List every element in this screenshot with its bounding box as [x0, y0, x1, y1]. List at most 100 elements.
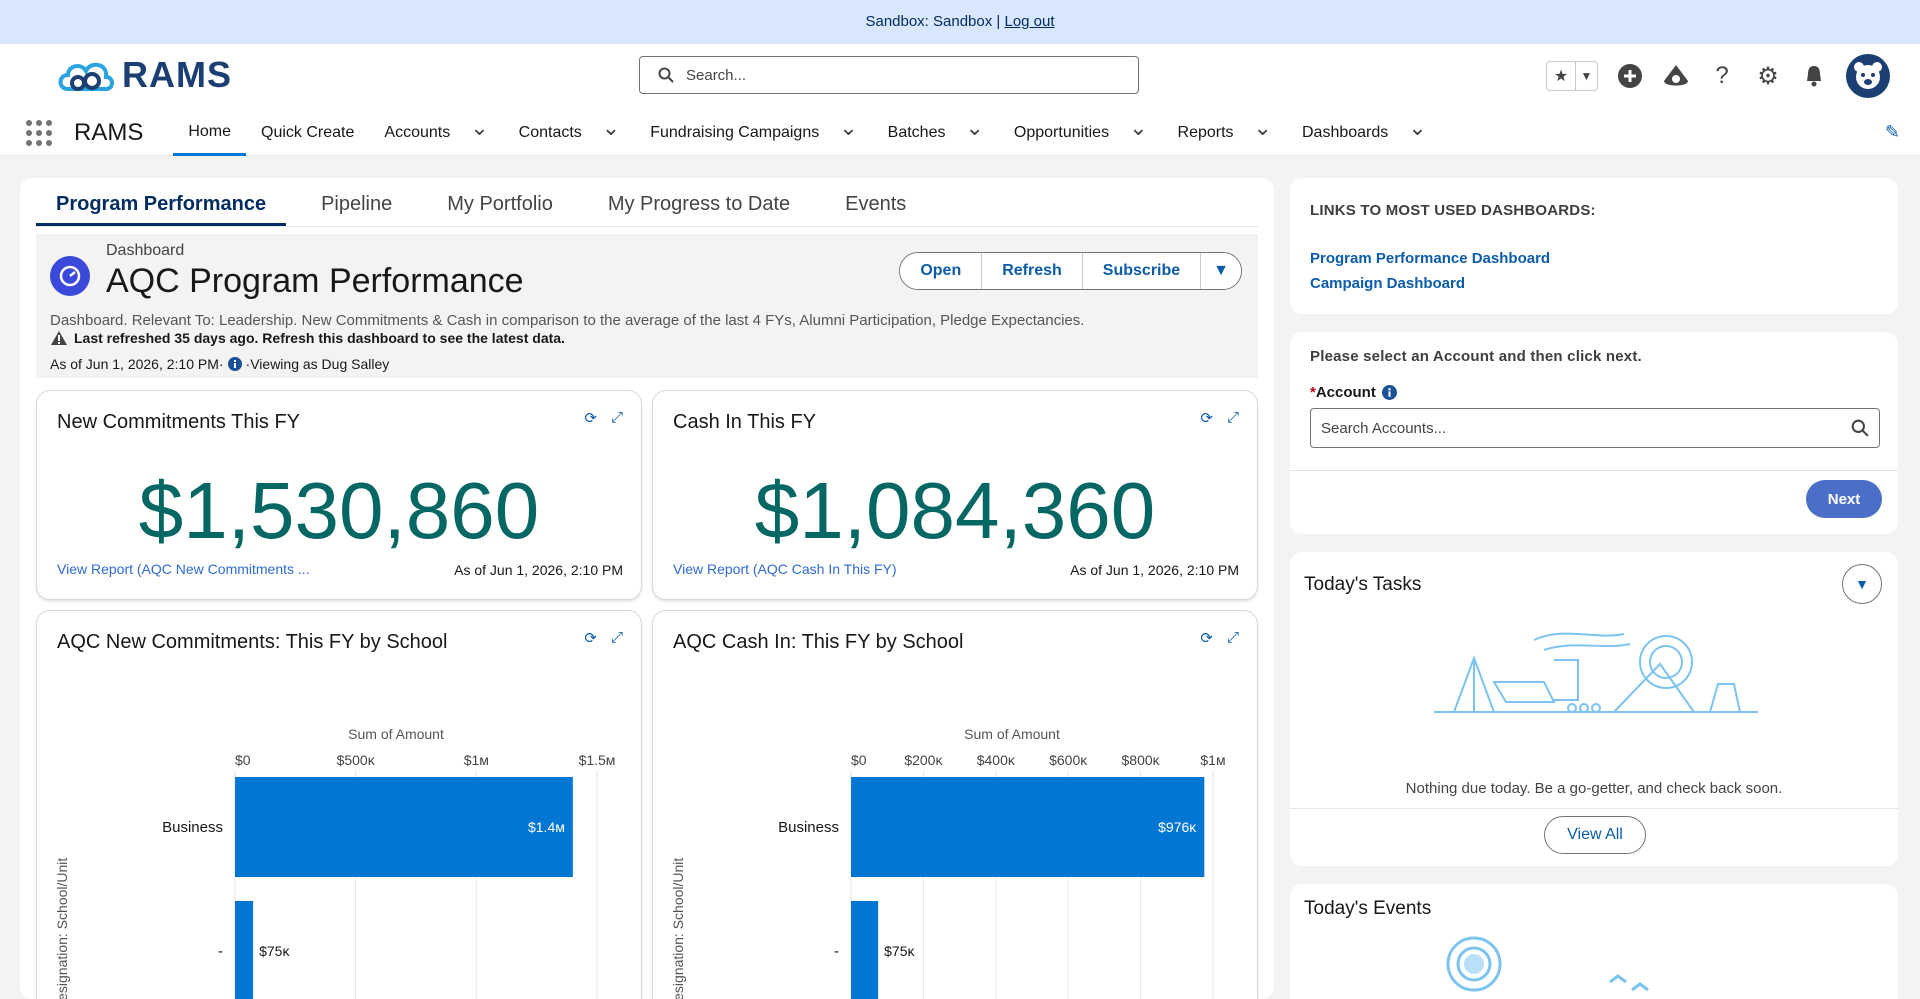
chevron-down-icon[interactable]: ⌄	[1129, 115, 1148, 140]
events-title: Today's Events	[1304, 898, 1432, 919]
avatar[interactable]	[1846, 54, 1890, 98]
bar-value-label: $1.4м	[528, 819, 565, 835]
nav-item-batches[interactable]: Batches ⌄	[873, 110, 999, 156]
nav-item-opportunities[interactable]: Opportunities ⌄	[999, 110, 1163, 156]
chevron-down-icon[interactable]: ⌄	[470, 115, 489, 140]
expand-icon[interactable]: ⤢	[1226, 629, 1239, 646]
tab-events[interactable]: Events	[845, 193, 907, 215]
nav-item-fundraising-campaigns[interactable]: Fundraising Campaigns ⌄	[635, 110, 872, 156]
bar[interactable]	[235, 777, 573, 877]
next-button[interactable]: Next	[1806, 480, 1882, 518]
trailhead-icon[interactable]	[1662, 62, 1690, 90]
as-of-text: As of Jun 1, 2026, 2:10 PM·	[50, 356, 224, 372]
star-icon[interactable]: ★	[1553, 68, 1569, 85]
x-tick-label: $1м	[1200, 752, 1225, 768]
refresh-button[interactable]: Refresh	[982, 253, 1083, 289]
chevron-down-icon[interactable]: ⌄	[1408, 115, 1427, 140]
refresh-icon[interactable]: ⟳	[1200, 410, 1213, 427]
open-button[interactable]: Open	[900, 253, 983, 289]
bar[interactable]	[851, 777, 1205, 877]
view-report-link[interactable]: View Report (AQC New Commitments ...	[57, 561, 310, 577]
account-field-label: *Account	[1310, 384, 1397, 401]
nav-item-label: Batches	[887, 124, 946, 141]
category-label: Business	[162, 819, 223, 836]
app-nav-bar: RAMS Home Quick Create Accounts ⌄ Contacts ⌄ F…	[0, 110, 1920, 156]
todays-tasks-card: Today's Tasks ▼ Nothing due today. Be a …	[1290, 552, 1898, 866]
global-create-icon[interactable]	[1616, 62, 1644, 90]
chart-title: AQC Cash In: This FY by School	[673, 631, 964, 653]
search-icon	[1851, 419, 1869, 437]
more-actions-button[interactable]: ▼	[1201, 253, 1241, 289]
refresh-icon[interactable]: ⟳	[584, 410, 597, 427]
category-label: -	[218, 943, 223, 960]
nav-item-accounts[interactable]: Accounts ⌄	[369, 110, 503, 156]
global-search-input[interactable]: Search...	[639, 56, 1139, 94]
dashboard-gauge-icon	[50, 256, 90, 296]
gear-icon[interactable]: ⚙	[1757, 62, 1779, 90]
expand-icon[interactable]: ⤢	[610, 629, 623, 646]
bar[interactable]	[235, 901, 254, 999]
empty-events-illustration-icon	[1446, 936, 1649, 992]
expand-icon[interactable]: ⤢	[1226, 409, 1239, 426]
warning-text: Last refreshed 35 days ago. Refresh this…	[74, 330, 565, 346]
sandbox-banner: Sandbox: Sandbox | Log out	[0, 0, 1920, 44]
logout-link[interactable]: Log out	[1004, 13, 1055, 30]
account-prompt: Please select an Account and then click …	[1310, 348, 1642, 365]
account-search-input[interactable]: Search Accounts...	[1310, 408, 1880, 448]
edit-nav-pencil-icon[interactable]: ✎	[1884, 122, 1900, 142]
dashboard-links-card: LINKS TO MOST USED DASHBOARDS: Program P…	[1290, 178, 1898, 314]
x-axis-label: Sum of Amount	[348, 726, 444, 742]
nav-item-label: Accounts	[384, 124, 451, 141]
nav-item-contacts[interactable]: Contacts ⌄	[504, 110, 636, 156]
program-performance-link[interactable]: Program Performance Dashboard	[1310, 250, 1551, 267]
x-tick-label: $800κ	[1122, 752, 1161, 768]
dashboard-description: Dashboard. Relevant To: Leadership. New …	[50, 312, 1085, 329]
bell-icon[interactable]	[1800, 62, 1828, 90]
logo[interactable]: RAMS	[56, 54, 232, 96]
commitments-bar-chart: Sum of Amount $0 $500κ $1м $1.5м Designation:…	[54, 726, 615, 999]
chevron-down-icon: ▼	[1855, 576, 1869, 592]
account-select-card: Please select an Account and then click …	[1290, 332, 1898, 534]
view-report-link[interactable]: View Report (AQC Cash In This FY)	[673, 561, 897, 577]
tab-program-performance[interactable]: Program Performance	[36, 190, 287, 226]
x-tick-label: $600κ	[1049, 752, 1088, 768]
refresh-icon[interactable]: ⟳	[584, 630, 597, 647]
metric-value: $1,530,860	[138, 466, 540, 555]
chevron-down-icon[interactable]: ⌄	[601, 115, 621, 140]
info-icon[interactable]	[1381, 385, 1397, 400]
tabs-divider	[36, 226, 1258, 227]
nav-item-label: Contacts	[518, 124, 582, 141]
bar[interactable]	[851, 901, 879, 999]
dashboard-actions: Open Refresh Subscribe ▼	[899, 252, 1242, 290]
expand-icon[interactable]: ⤢	[610, 409, 623, 426]
chevron-down-icon[interactable]: ▼	[1575, 62, 1597, 90]
view-all-button[interactable]: View All	[1544, 816, 1646, 854]
dashboard-links: Program Performance Dashboard Campaign D…	[1310, 246, 1550, 296]
nav-item-label: Home	[188, 122, 232, 140]
info-icon[interactable]	[227, 357, 242, 371]
app-launcher-icon[interactable]	[26, 120, 54, 146]
x-tick-label: $500κ	[337, 752, 376, 768]
chevron-down-icon[interactable]: ⌄	[1253, 115, 1272, 140]
tab-my-portfolio[interactable]: My Portfolio	[447, 193, 553, 215]
subscribe-button[interactable]: Subscribe	[1082, 253, 1202, 289]
app-name: RAMS	[74, 119, 144, 146]
dashboard-header: Dashboard AQC Program Performance Open R…	[36, 234, 1258, 378]
chart-title: AQC New Commitments: This FY by School	[57, 631, 448, 653]
tasks-menu-button[interactable]: ▼	[1842, 564, 1882, 604]
account-label: Account	[1315, 384, 1376, 401]
nav-item-home[interactable]: Home	[173, 110, 247, 156]
nav-item-quick-create[interactable]: Quick Create	[246, 110, 369, 156]
campaign-dashboard-link[interactable]: Campaign Dashboard	[1310, 275, 1466, 292]
nav-item-label: Dashboards	[1301, 124, 1389, 141]
chevron-down-icon[interactable]: ⌄	[965, 115, 984, 140]
chevron-down-icon[interactable]: ⌄	[839, 115, 858, 140]
refresh-icon[interactable]: ⟳	[1200, 630, 1213, 647]
viewing-as-text: ·Viewing as Dug Salley	[245, 356, 390, 372]
help-icon[interactable]: ?	[1715, 62, 1729, 89]
nav-item-label: Fundraising Campaigns	[650, 124, 820, 141]
tab-my-progress-to-date[interactable]: My Progress to Date	[607, 193, 791, 215]
nav-item-reports[interactable]: Reports ⌄	[1163, 110, 1287, 156]
tab-pipeline[interactable]: Pipeline	[321, 193, 393, 215]
nav-item-dashboards[interactable]: Dashboards ⌄	[1287, 110, 1442, 156]
